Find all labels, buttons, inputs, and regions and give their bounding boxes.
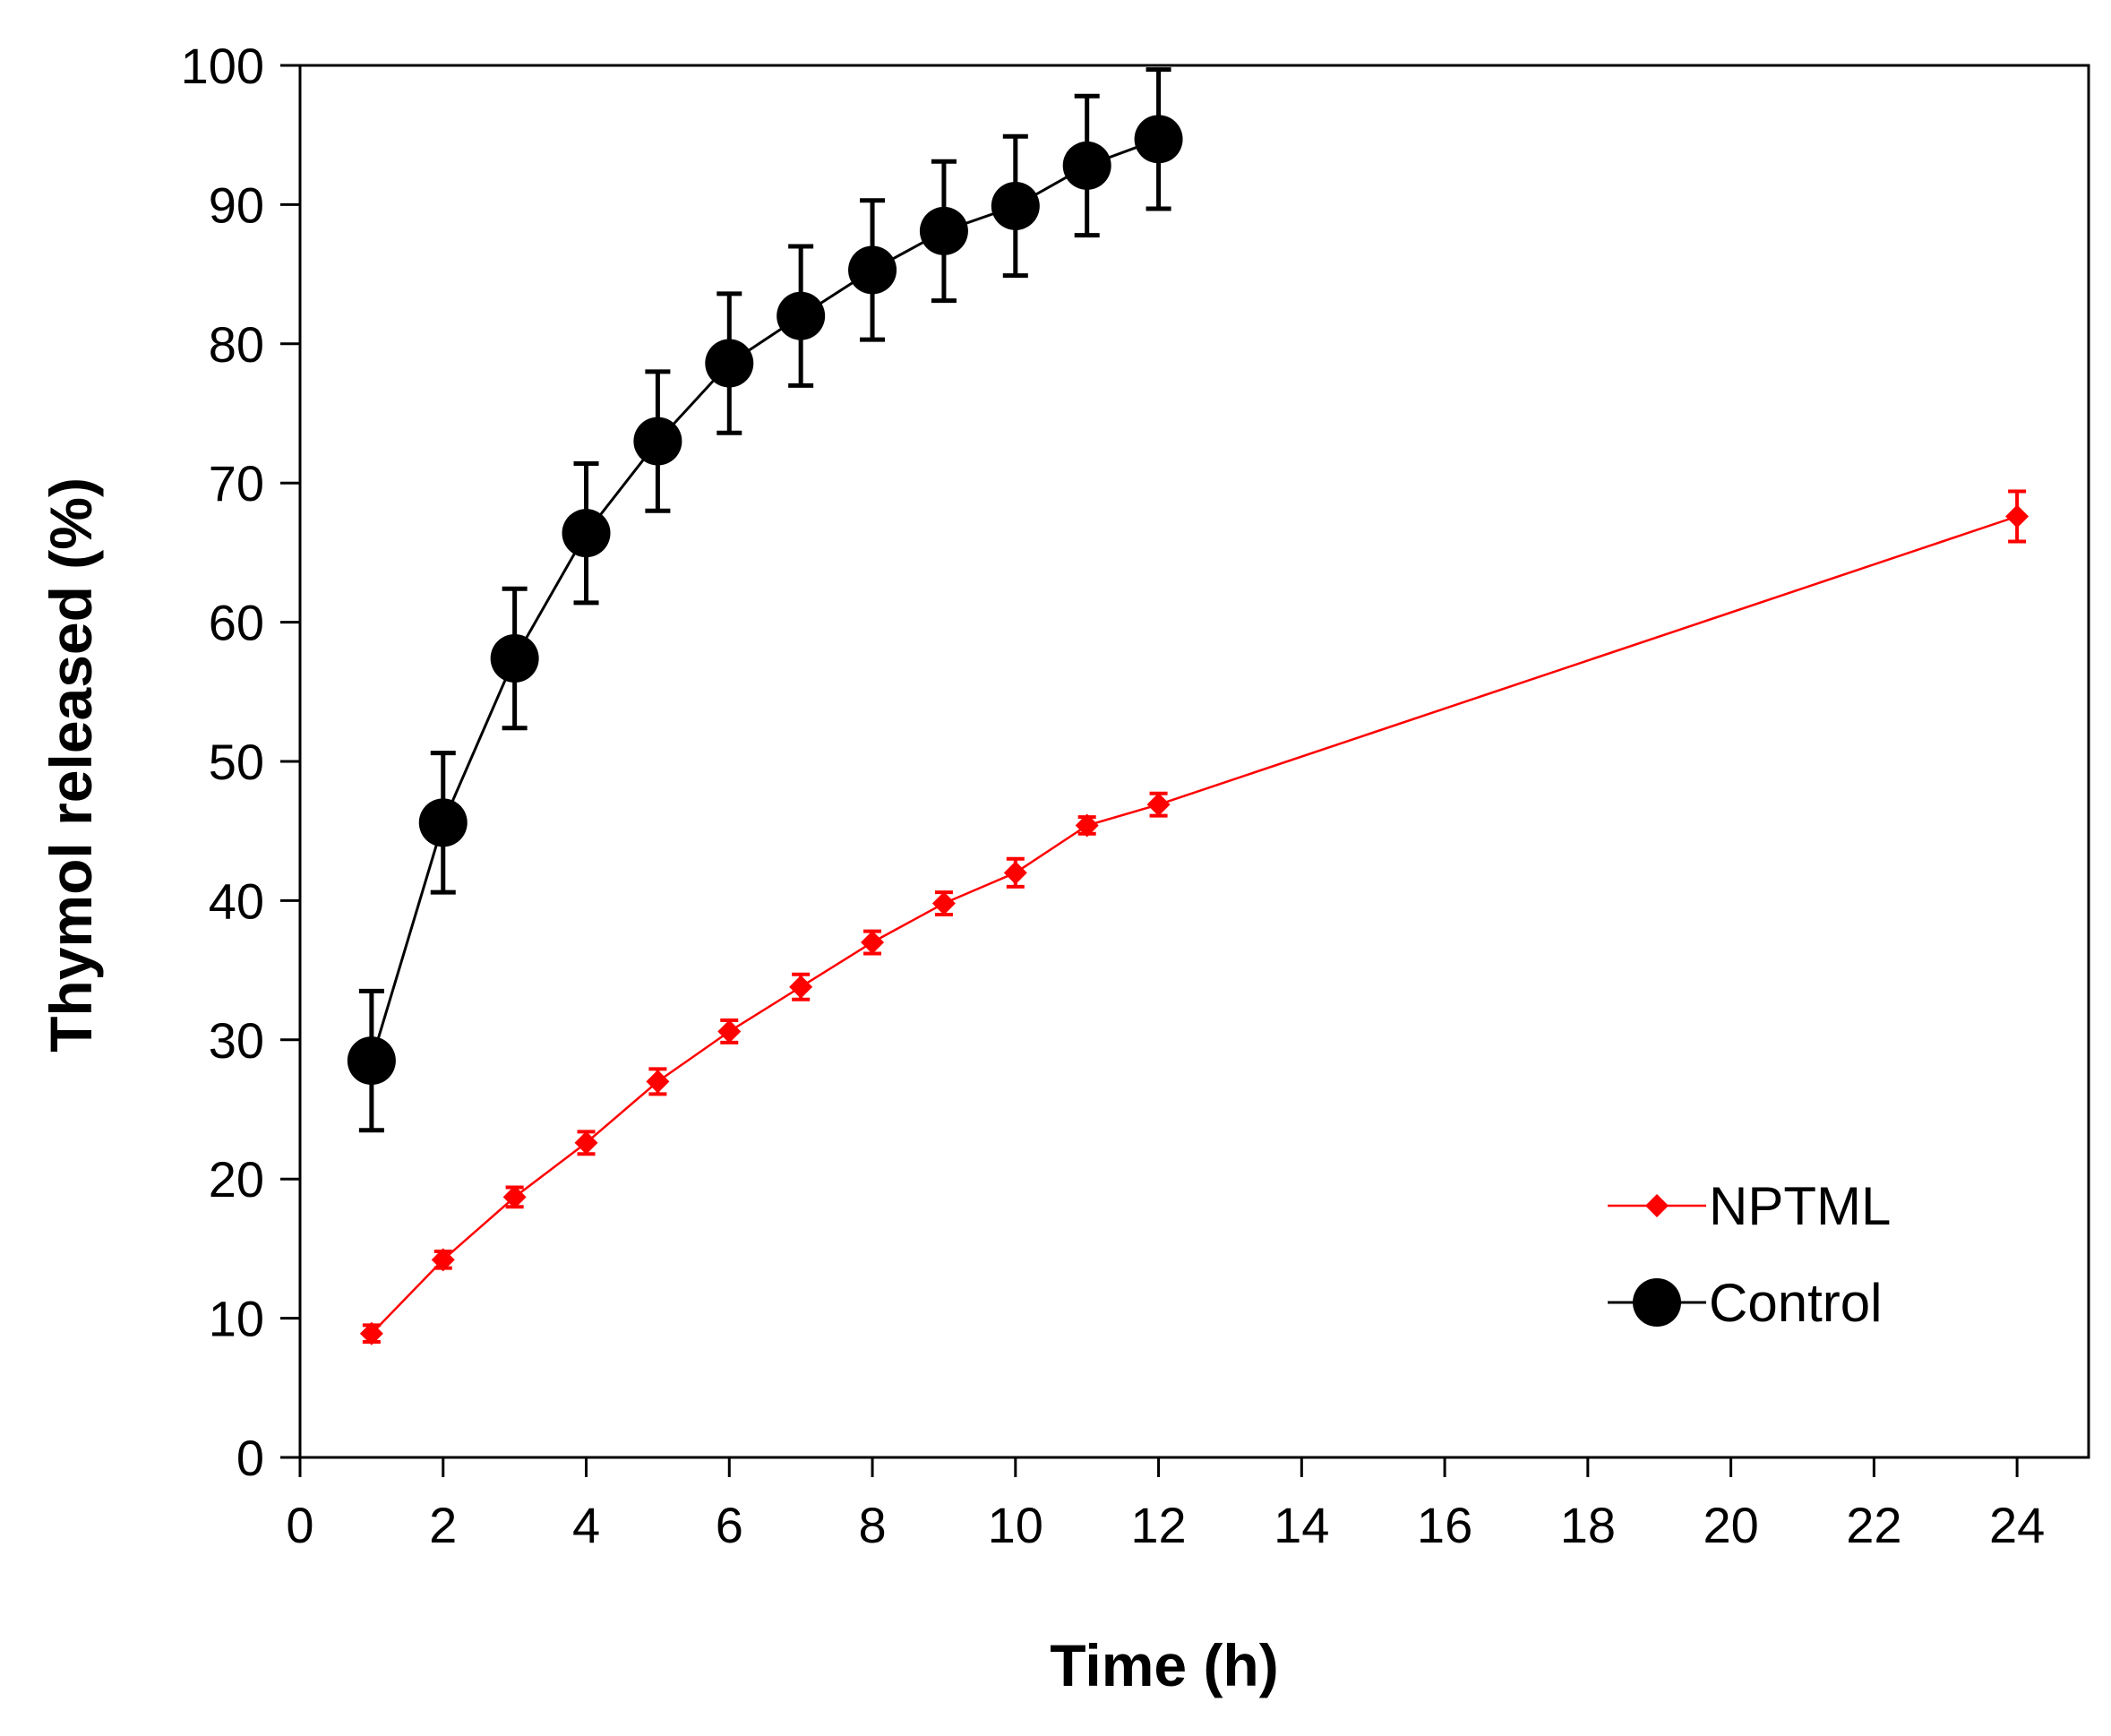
x-tick-label: 16 bbox=[1417, 1497, 1472, 1553]
legend-label-control: Control bbox=[1709, 1273, 1882, 1333]
series-control bbox=[347, 67, 1183, 1133]
x-tick-label: 0 bbox=[286, 1497, 313, 1553]
data-point-nptml bbox=[431, 1248, 455, 1272]
x-tick-label: 20 bbox=[1703, 1497, 1758, 1553]
data-point-nptml bbox=[1003, 861, 1027, 885]
series-nptml bbox=[359, 489, 2029, 1345]
legend-label-nptml: NPTML bbox=[1709, 1176, 1891, 1236]
y-tick-label: 100 bbox=[181, 38, 264, 94]
y-tick-label: 50 bbox=[209, 734, 264, 790]
legend-item-nptml: NPTML bbox=[1608, 1176, 1891, 1236]
x-tick-label: 10 bbox=[988, 1497, 1043, 1553]
data-point-nptml bbox=[359, 1321, 383, 1345]
data-point-nptml bbox=[861, 931, 885, 955]
data-point-nptml bbox=[1146, 793, 1171, 817]
data-point-nptml bbox=[789, 975, 813, 999]
x-tick-label: 4 bbox=[572, 1497, 600, 1553]
y-tick-label: 90 bbox=[209, 176, 264, 233]
data-point-nptml bbox=[717, 1019, 742, 1044]
axes bbox=[298, 64, 2090, 1459]
data-point-control bbox=[705, 339, 754, 388]
legend-item-control: Control bbox=[1608, 1273, 1882, 1333]
legend-marker-nptml bbox=[1645, 1194, 1669, 1217]
x-tick-label: 24 bbox=[1989, 1497, 2045, 1553]
legend-marker-control bbox=[1633, 1278, 1681, 1327]
x-tick-label: 12 bbox=[1130, 1497, 1186, 1553]
x-tick-label: 2 bbox=[429, 1497, 457, 1553]
data-point-nptml bbox=[1075, 813, 1099, 838]
y-axis-title: Thymol released (%) bbox=[38, 477, 104, 1053]
x-tick-label: 14 bbox=[1274, 1497, 1329, 1553]
y-tick-label: 10 bbox=[209, 1291, 264, 1347]
data-point-control bbox=[777, 291, 826, 340]
data-point-nptml bbox=[502, 1185, 527, 1209]
x-axis-title: Time (h) bbox=[1050, 1632, 1278, 1698]
plot-frame bbox=[298, 64, 2090, 1459]
data-point-control bbox=[418, 798, 468, 847]
x-tick-label: 18 bbox=[1560, 1497, 1616, 1553]
data-point-control bbox=[1134, 115, 1183, 164]
data-point-control bbox=[633, 417, 682, 466]
y-tick-label: 20 bbox=[209, 1151, 264, 1207]
x-tick-label: 22 bbox=[1846, 1497, 1901, 1553]
y-tick-label: 70 bbox=[209, 455, 264, 511]
data-point-control bbox=[562, 509, 611, 558]
series-line-control bbox=[370, 137, 1160, 1061]
data-point-nptml bbox=[574, 1130, 598, 1155]
y-tick-label: 40 bbox=[209, 872, 264, 929]
data-point-nptml bbox=[931, 891, 956, 915]
x-tick-label: 8 bbox=[858, 1497, 886, 1553]
y-tick-label: 80 bbox=[209, 316, 264, 373]
data-point-nptml bbox=[2005, 504, 2029, 529]
data-point-control bbox=[919, 206, 968, 255]
data-point-nptml bbox=[646, 1070, 670, 1094]
data-point-control bbox=[991, 181, 1040, 230]
data-point-control bbox=[848, 245, 897, 295]
series bbox=[347, 67, 2029, 1345]
data-point-control bbox=[1062, 141, 1111, 190]
tick-marks bbox=[280, 64, 2019, 1477]
x-tick-label: 6 bbox=[716, 1497, 743, 1553]
data-point-control bbox=[490, 634, 539, 683]
y-tick-label: 0 bbox=[236, 1430, 264, 1486]
y-tick-label: 30 bbox=[209, 1012, 264, 1069]
legend: NPTML Control bbox=[1608, 1176, 1891, 1333]
data-point-control bbox=[347, 1036, 396, 1086]
y-tick-label: 60 bbox=[209, 595, 264, 651]
